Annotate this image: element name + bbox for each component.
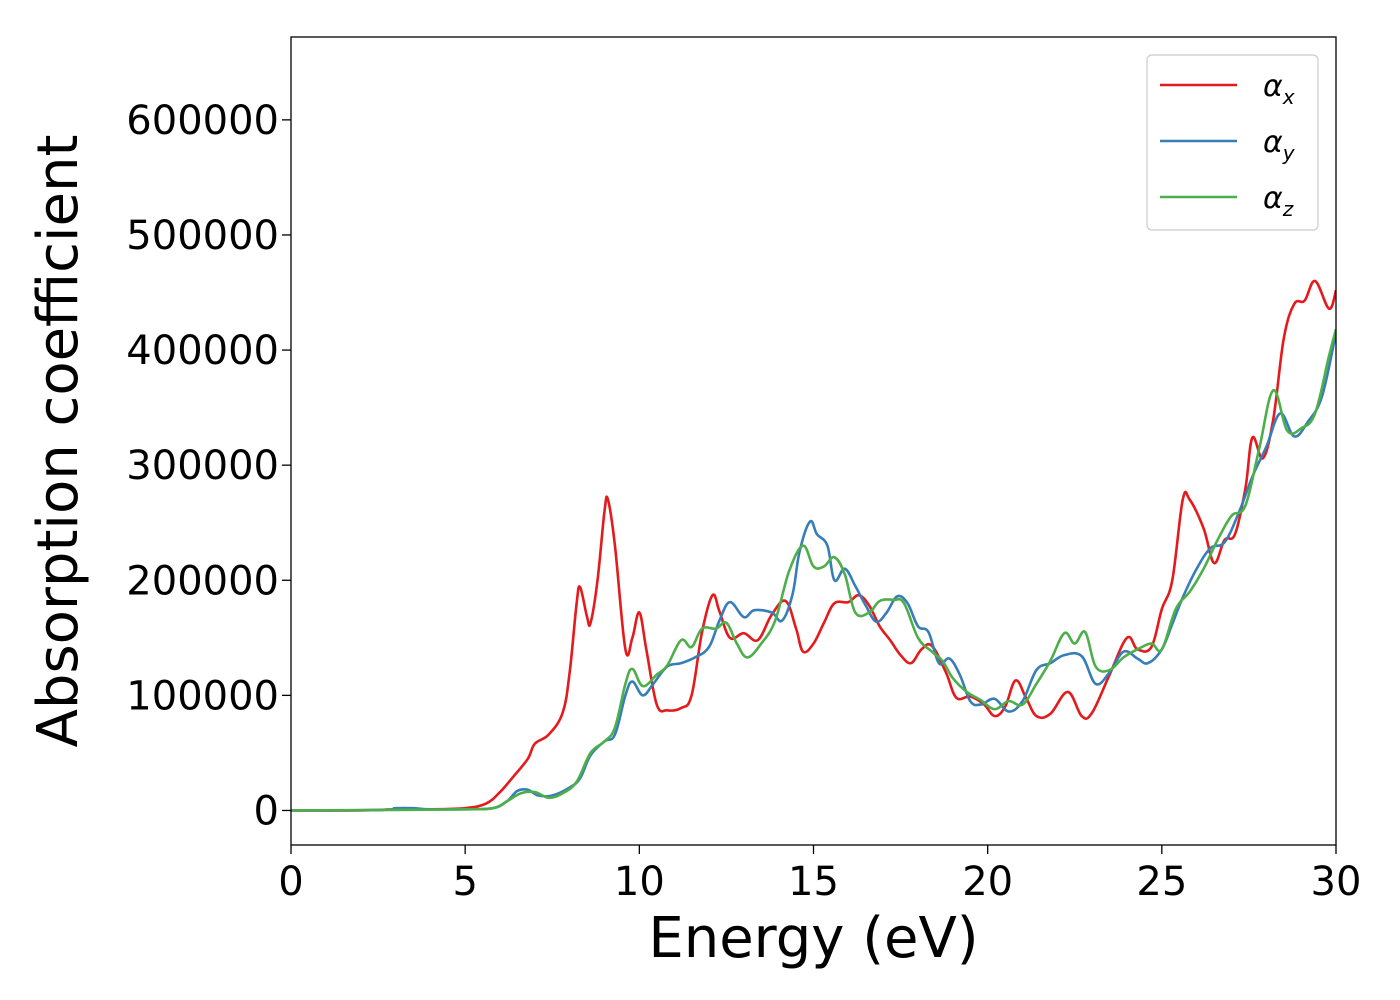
y-tick-label: 300000 xyxy=(126,443,279,489)
x-tick-label: 5 xyxy=(452,859,477,905)
x-tick-label: 30 xyxy=(1311,859,1362,905)
y-tick-label: 200000 xyxy=(126,558,279,604)
y-tick-label: 400000 xyxy=(126,328,279,374)
ticks-layer: 0 5 10 15 20 25 30 0 100000 200000 300000 400000 500… xyxy=(126,98,1361,905)
x-tick-label: 15 xyxy=(788,859,839,905)
x-tick-label: 0 xyxy=(278,859,303,905)
y-axis-label: Absorption coefficient xyxy=(26,135,91,748)
series-line-z xyxy=(291,329,1336,812)
series-line-x xyxy=(291,279,1336,812)
x-tick-label: 10 xyxy=(614,859,665,905)
legend-frame xyxy=(1146,54,1319,231)
y-tick-label: 600000 xyxy=(126,98,279,144)
y-tick-label: 100000 xyxy=(126,673,279,719)
y-tick-label: 500000 xyxy=(126,213,279,259)
x-axis-label: Energy (eV) xyxy=(648,906,978,971)
x-tick-label: 25 xyxy=(1136,859,1187,905)
series-layer xyxy=(291,279,1336,812)
x-tick-label: 20 xyxy=(962,859,1013,905)
y-tick-label: 0 xyxy=(254,788,279,834)
series-line-y xyxy=(291,332,1336,812)
